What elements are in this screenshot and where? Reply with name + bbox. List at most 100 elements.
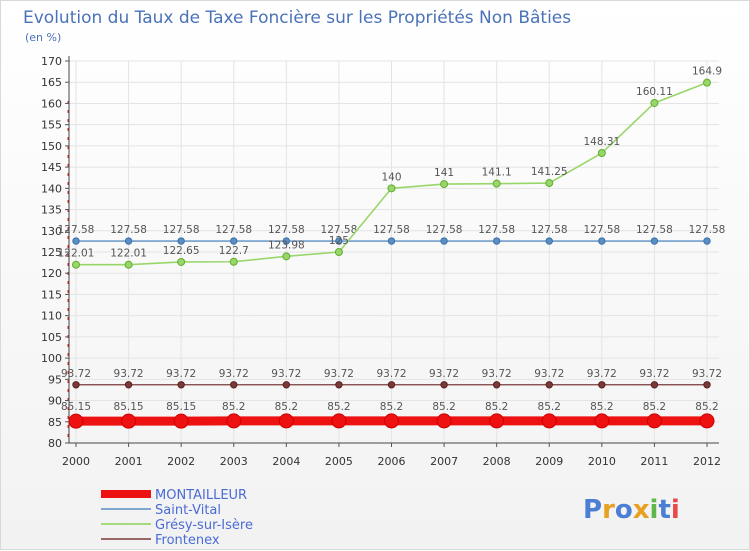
data-point bbox=[69, 414, 83, 428]
data-label: 85.2 bbox=[432, 401, 455, 413]
y-tick-label: 110 bbox=[41, 310, 62, 323]
data-point bbox=[546, 382, 552, 388]
y-tick-label: 135 bbox=[41, 204, 62, 217]
data-label: 127.58 bbox=[689, 224, 726, 236]
data-point bbox=[700, 414, 714, 428]
data-label: 93.72 bbox=[482, 368, 512, 380]
y-tick-label: 120 bbox=[41, 267, 62, 280]
data-label: 122.7 bbox=[219, 245, 249, 257]
data-label: 127.58 bbox=[215, 224, 252, 236]
x-tick-label: 2011 bbox=[640, 455, 668, 468]
data-point bbox=[178, 258, 185, 265]
data-label: 123.98 bbox=[268, 239, 305, 251]
y-tick-label: 155 bbox=[41, 119, 62, 132]
data-label: 93.72 bbox=[61, 368, 91, 380]
data-point bbox=[441, 238, 447, 244]
x-tick-label: 2004 bbox=[272, 455, 300, 468]
data-point bbox=[490, 414, 504, 428]
y-tick-label: 105 bbox=[41, 331, 62, 344]
data-label: 85.2 bbox=[590, 401, 613, 413]
data-point bbox=[122, 414, 136, 428]
data-point bbox=[227, 414, 241, 428]
x-tick-label: 2003 bbox=[220, 455, 248, 468]
data-point bbox=[283, 382, 289, 388]
data-label: 93.72 bbox=[534, 368, 564, 380]
x-tick-label: 2002 bbox=[167, 455, 195, 468]
legend-label: MONTAILLEUR bbox=[155, 488, 247, 503]
data-point bbox=[388, 185, 395, 192]
data-label: 141 bbox=[434, 167, 454, 179]
y-tick-label: 90 bbox=[48, 395, 62, 408]
x-tick-label: 2008 bbox=[483, 455, 511, 468]
data-label: 85.2 bbox=[643, 401, 666, 413]
y-tick-label: 95 bbox=[48, 373, 62, 386]
data-point bbox=[332, 414, 346, 428]
data-point bbox=[283, 253, 290, 260]
x-tick-label: 2010 bbox=[588, 455, 616, 468]
data-point bbox=[542, 414, 556, 428]
data-label: 141.1 bbox=[482, 167, 512, 179]
x-tick-label: 2000 bbox=[62, 455, 90, 468]
y-tick-label: 100 bbox=[41, 352, 62, 365]
x-tick-label: 2006 bbox=[378, 455, 406, 468]
y-tick-label: 80 bbox=[48, 437, 62, 450]
data-label: 85.2 bbox=[485, 401, 508, 413]
data-point bbox=[125, 261, 132, 268]
data-point bbox=[704, 79, 711, 86]
data-label: 93.72 bbox=[429, 368, 459, 380]
data-label: 85.2 bbox=[695, 401, 718, 413]
data-label: 122.65 bbox=[163, 245, 200, 257]
y-tick-label: 115 bbox=[41, 288, 62, 301]
data-point bbox=[704, 238, 710, 244]
data-label: 93.72 bbox=[692, 368, 722, 380]
data-point bbox=[599, 238, 605, 244]
data-label: 127.58 bbox=[163, 224, 200, 236]
chart-subtitle: (en %) bbox=[25, 31, 61, 44]
data-label: 160.11 bbox=[636, 86, 673, 98]
y-tick-label: 85 bbox=[48, 416, 62, 429]
data-point bbox=[174, 414, 188, 428]
data-point bbox=[178, 382, 184, 388]
data-label: 93.72 bbox=[219, 368, 249, 380]
chart-title: Evolution du Taux de Taxe Foncière sur l… bbox=[23, 8, 571, 28]
data-label: 85.15 bbox=[114, 401, 144, 413]
data-point bbox=[595, 414, 609, 428]
data-label: 164.9 bbox=[692, 66, 722, 78]
data-point bbox=[598, 150, 605, 157]
data-label: 93.72 bbox=[587, 368, 617, 380]
data-point bbox=[388, 382, 394, 388]
data-point bbox=[385, 414, 399, 428]
data-point bbox=[336, 382, 342, 388]
data-label: 85.15 bbox=[166, 401, 196, 413]
data-point bbox=[279, 414, 293, 428]
data-label: 127.58 bbox=[268, 224, 305, 236]
data-point bbox=[651, 238, 657, 244]
data-point bbox=[546, 180, 553, 187]
data-label: 140 bbox=[381, 171, 401, 183]
data-label: 93.72 bbox=[324, 368, 354, 380]
data-point bbox=[388, 238, 394, 244]
proxiti-logo: Proxiti bbox=[583, 495, 680, 525]
y-tick-label: 160 bbox=[41, 97, 62, 110]
data-label: 85.2 bbox=[222, 401, 245, 413]
y-tick-label: 150 bbox=[41, 140, 62, 153]
x-tick-label: 2005 bbox=[325, 455, 353, 468]
y-tick-label: 140 bbox=[41, 182, 62, 195]
data-label: 125 bbox=[329, 235, 349, 247]
data-point bbox=[231, 238, 237, 244]
data-point bbox=[704, 382, 710, 388]
legend: MONTAILLEURSaint-VitalGrésy-sur-IsèreFro… bbox=[101, 488, 253, 548]
data-label: 93.72 bbox=[376, 368, 406, 380]
data-label: 127.58 bbox=[478, 224, 515, 236]
data-point bbox=[651, 382, 657, 388]
x-tick-label: 2001 bbox=[115, 455, 143, 468]
data-label: 127.58 bbox=[58, 224, 95, 236]
data-point bbox=[647, 414, 661, 428]
data-point bbox=[178, 238, 184, 244]
data-label: 141.25 bbox=[531, 166, 568, 178]
data-point bbox=[441, 382, 447, 388]
